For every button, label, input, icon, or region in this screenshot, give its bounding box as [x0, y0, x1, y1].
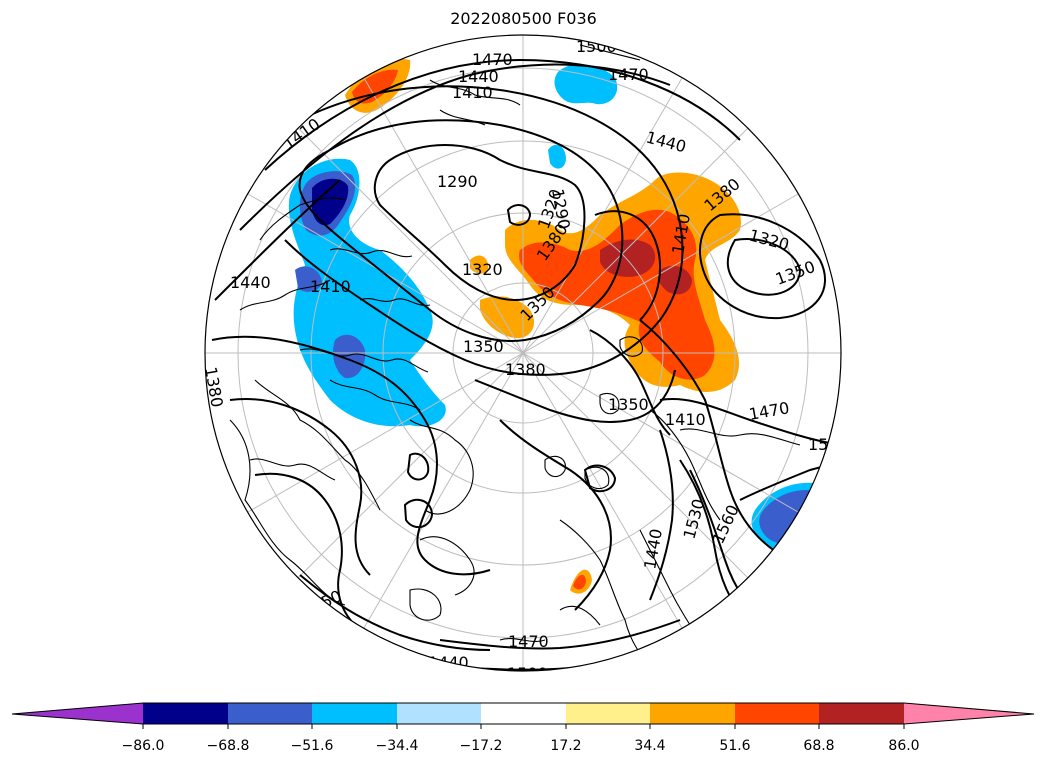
contour-label: 1410 [310, 277, 351, 296]
colorbar-min-extension [12, 703, 143, 724]
colorbar-tick-label: 34.4 [634, 738, 665, 754]
colorbar-tick-label: −34.4 [376, 738, 419, 754]
contour-label: 1410 [452, 83, 493, 102]
contour-label: 1470 [508, 632, 549, 651]
contour-label: 1500 [507, 664, 548, 683]
colorbar-tick-label: −68.8 [207, 738, 250, 754]
colorbar-tick-label: −86.0 [122, 738, 165, 754]
colorbar-tick-labels: −86.0 −68.8 −51.6 −34.4 −17.2 17.2 34.4 … [122, 738, 920, 754]
colorbar-segment [312, 703, 397, 724]
contour-label: 1350 [608, 395, 649, 414]
colorbar-tick-label: −17.2 [460, 738, 503, 754]
colorbar-segment [228, 703, 312, 724]
colorbar: −86.0 −68.8 −51.6 −34.4 −17.2 17.2 34.4 … [11, 702, 1035, 754]
colorbar-segment [650, 703, 735, 724]
contour-label: 1470 [608, 65, 649, 84]
map-border [204, 34, 842, 672]
colorbar-segment [735, 703, 819, 724]
contour-label: 1470 [472, 50, 513, 69]
contour-label: 1440 [458, 67, 499, 86]
colorbar-segment [397, 703, 481, 724]
contour-label: 1380 [201, 365, 227, 408]
contour-label: 1320 [462, 260, 503, 279]
contour-label: 1350 [463, 337, 504, 356]
coastlines [229, 44, 801, 666]
colorbar-tick-label: −51.6 [291, 738, 334, 754]
contour-label: 1290 [437, 172, 478, 191]
colorbar-segment [819, 703, 904, 724]
contour-label: 1500 [576, 37, 617, 56]
height-contours [211, 58, 841, 671]
colorbar-tick-label: 86.0 [888, 738, 919, 754]
colorbar-segment [566, 703, 650, 724]
colorbar-max-extension [904, 703, 1034, 724]
contour-label: 1410 [665, 410, 706, 429]
colorbar-tick-label: 68.8 [803, 738, 834, 754]
map-title: 2022080500 F036 [450, 9, 597, 28]
colorbar-segment [143, 703, 228, 724]
colorbar-tick-label: 17.2 [550, 738, 581, 754]
contour-label: 1440 [230, 273, 271, 292]
colorbar-ticks [142, 724, 905, 729]
contour-label: 1380 [505, 360, 546, 379]
colorbar-tick-label: 51.6 [719, 738, 750, 754]
contour-label: 150 [808, 435, 839, 454]
colorbar-segment [481, 703, 566, 724]
